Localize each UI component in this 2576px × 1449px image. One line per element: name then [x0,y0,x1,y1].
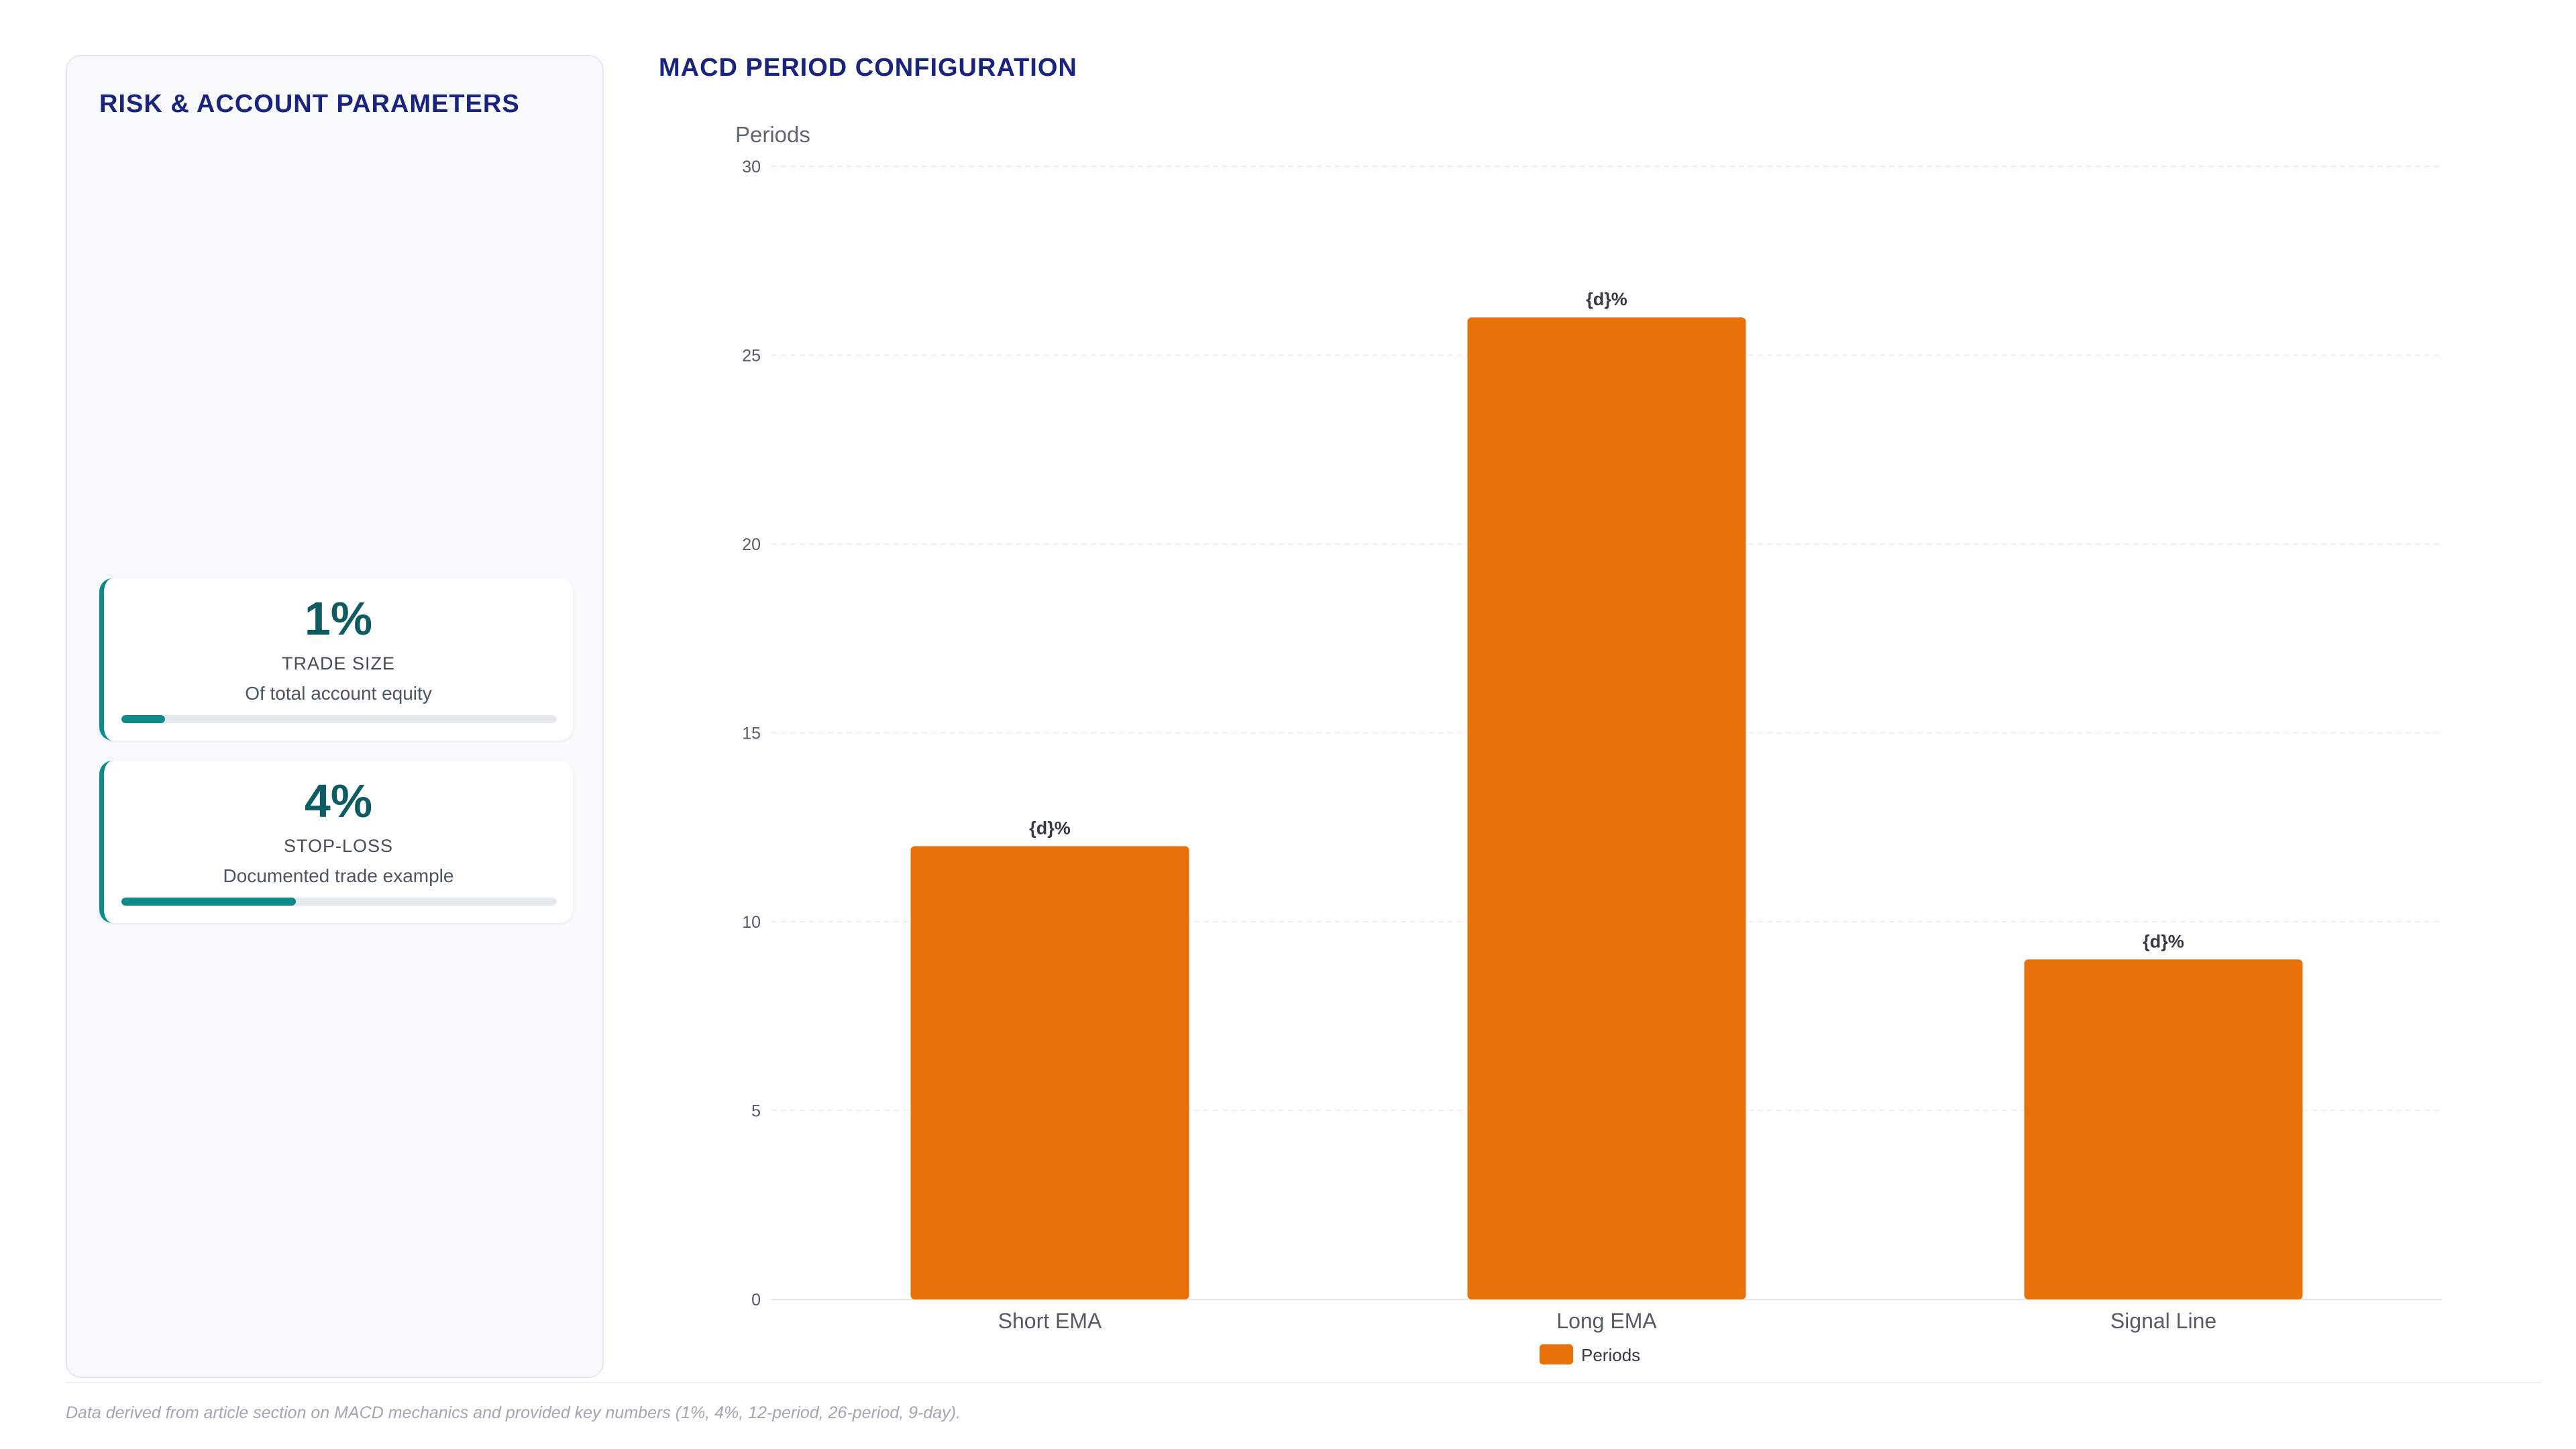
bar-data-label: {d}% [2143,931,2184,951]
legend-swatch [1540,1344,1573,1364]
bar [2024,959,2303,1299]
chart-title: MACD PERIOD CONFIGURATION [659,54,1077,82]
legend-label: Periods [1581,1345,1640,1365]
footnote: Data derived from article section on MAC… [66,1403,961,1422]
stop-loss-label: STOP-LOSS [283,836,394,856]
y-tick-label: 20 [742,535,761,554]
stop-loss-description: Documented trade example [223,865,454,886]
stop-loss-progress-fill [121,898,296,906]
bar-data-label: {d}% [1586,289,1627,309]
footer-divider [66,1382,2541,1383]
y-tick-label: 10 [742,913,761,932]
risk-parameters-panel: RISK & ACCOUNT PARAMETERS 1% TRADE SIZE … [66,55,604,1378]
y-tick-label: 25 [742,347,761,366]
bar [1467,317,1746,1300]
stop-loss-card: 4% STOP-LOSS Documented trade example [99,761,573,923]
trade-size-card: 1% TRADE SIZE Of total account equity [99,578,573,741]
y-tick-label: 0 [751,1291,761,1309]
panel-title: RISK & ACCOUNT PARAMETERS [99,90,520,118]
stop-loss-progress-track [121,898,557,906]
y-tick-label: 30 [742,158,761,176]
x-tick-label: Long EMA [1556,1309,1657,1333]
bar-data-label: {d}% [1029,818,1071,838]
x-tick-label: Short EMA [998,1309,1102,1333]
x-tick-label: Signal Line [2110,1309,2216,1333]
trade-size-label: TRADE SIZE [281,653,396,674]
bar [910,846,1189,1299]
y-tick-label: 5 [751,1102,761,1121]
stop-loss-value: 4% [304,775,373,827]
trade-size-value: 1% [304,592,373,645]
y-axis-label: Periods [735,122,810,147]
trade-size-description: Of total account equity [245,683,432,704]
trade-size-progress-fill [121,715,165,723]
y-tick-label: 15 [742,724,761,743]
trade-size-progress-track [121,715,557,723]
